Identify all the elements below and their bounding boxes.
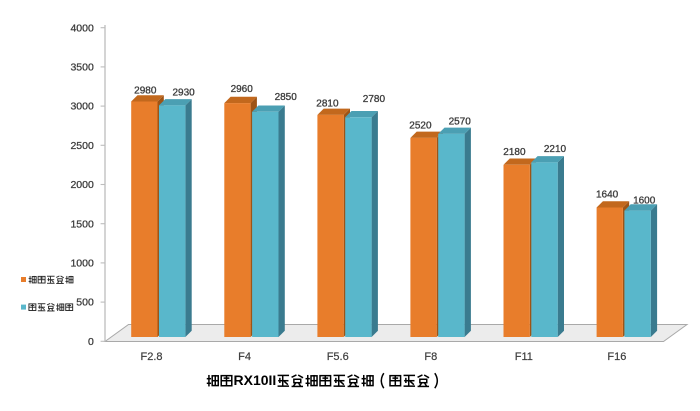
svg-text:1000: 1000 [70,258,94,270]
svg-text:3000: 3000 [70,101,94,113]
svg-text:2500: 2500 [70,140,94,152]
svg-text:1500: 1500 [70,218,94,230]
svg-text:2930: 2930 [172,87,195,98]
svg-text:2850: 2850 [275,92,298,103]
svg-text:2180: 2180 [503,147,526,158]
svg-text:F16: F16 [607,351,626,363]
svg-text:2980: 2980 [134,85,157,96]
svg-text:RX10II: RX10II [234,372,277,388]
svg-text:2570: 2570 [449,117,472,128]
svg-text:F5.6: F5.6 [327,351,349,363]
svg-text:4000: 4000 [70,22,94,34]
svg-text:F11: F11 [515,351,533,363]
svg-text:2780: 2780 [363,94,386,105]
svg-text:F4: F4 [238,351,251,363]
svg-text:1600: 1600 [633,196,656,207]
svg-text:2520: 2520 [409,120,432,131]
svg-text:F8: F8 [424,351,437,363]
svg-text:F2.8: F2.8 [140,351,162,363]
svg-text:2000: 2000 [70,179,94,191]
svg-text:500: 500 [76,297,94,309]
svg-text:1640: 1640 [596,190,619,201]
svg-text:2210: 2210 [544,144,567,155]
svg-text:2960: 2960 [231,84,254,95]
svg-text:2810: 2810 [316,98,339,109]
svg-text:3500: 3500 [70,62,94,74]
svg-text:0: 0 [88,336,94,348]
